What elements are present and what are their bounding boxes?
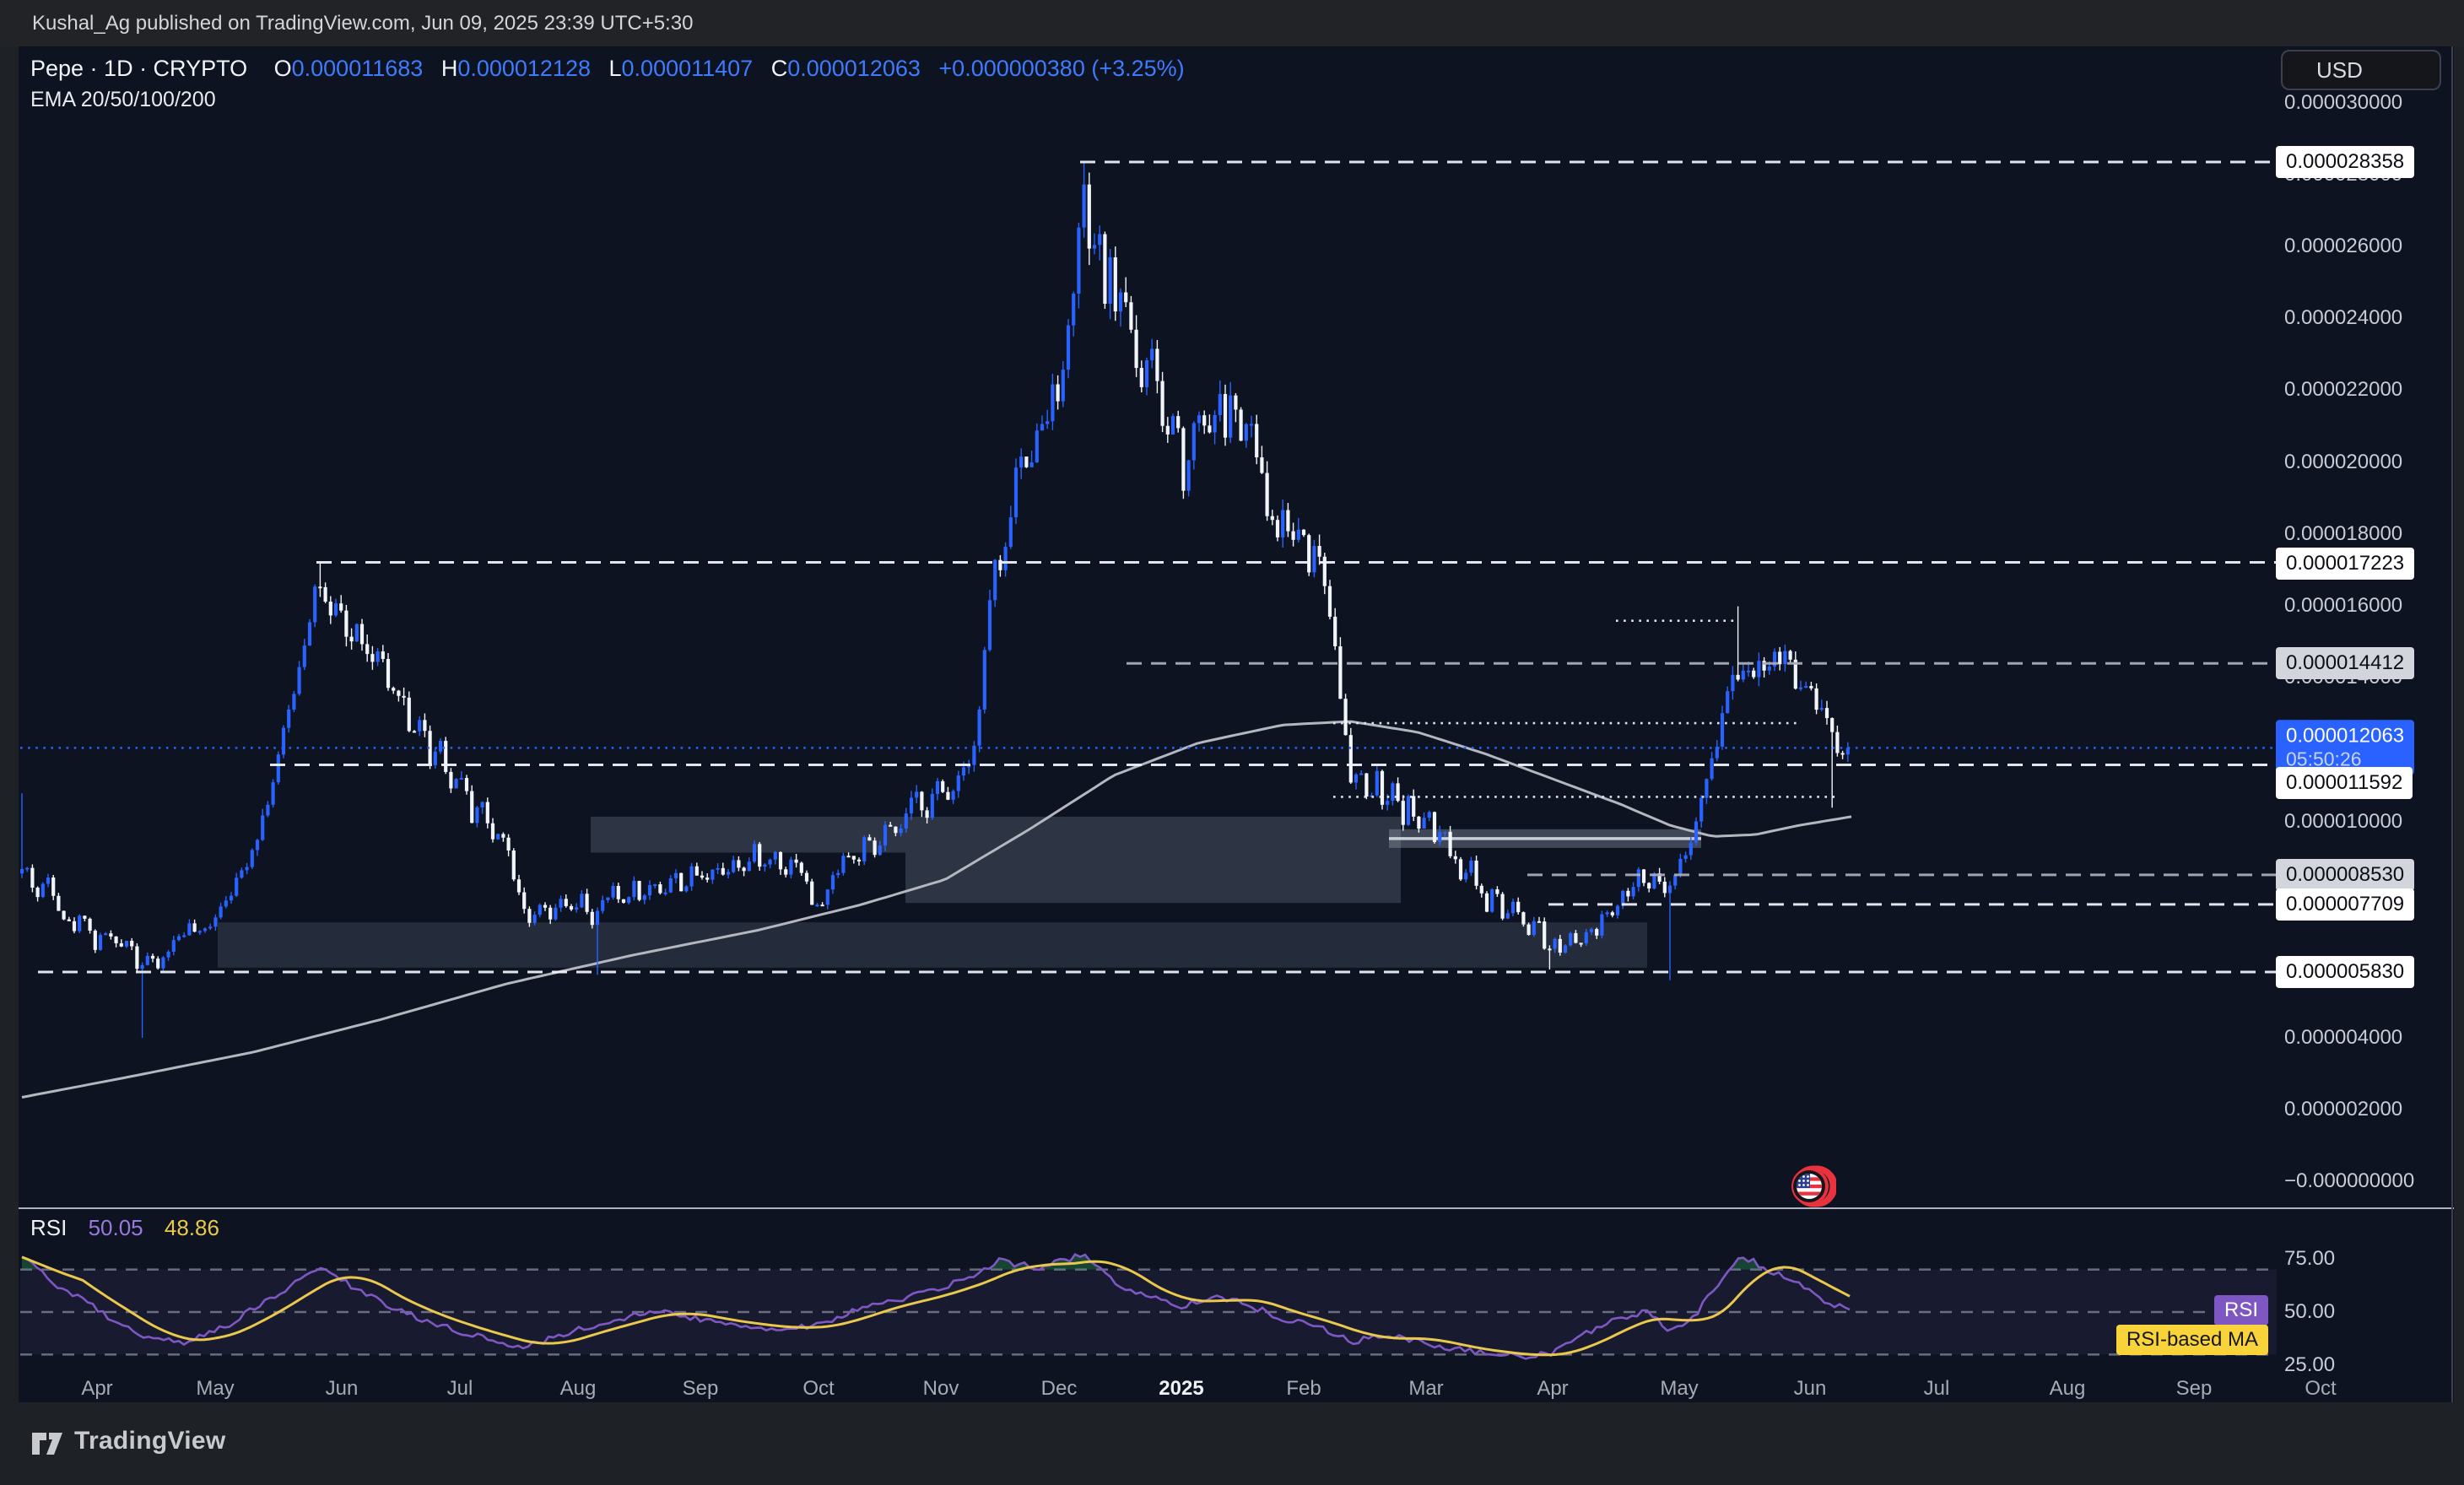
price-tick: 0.000020000 — [2284, 451, 2403, 473]
time-axis-label: Aug — [559, 1377, 597, 1400]
high-value: 0.000012128 — [457, 56, 591, 81]
tradingview-wordmark: TradingView — [74, 1427, 226, 1455]
close-value: 0.000012063 — [787, 56, 921, 81]
close-label: C — [770, 56, 788, 81]
price-tick: 0.000018000 — [2284, 522, 2403, 545]
high-label: H — [440, 56, 458, 81]
time-axis-label: Oct — [802, 1377, 835, 1400]
time-axis-label: Dec — [1040, 1377, 1078, 1400]
time-axis-label: 2025 — [1159, 1377, 1204, 1400]
low-label: L — [608, 56, 622, 81]
price-tick: −0.000000000 — [2284, 1169, 2415, 1192]
time-axis-label: Jul — [1923, 1377, 1950, 1400]
time-axis-label: Aug — [2049, 1377, 2086, 1400]
price-tick: 0.000022000 — [2284, 378, 2403, 401]
price-tick: 0.000016000 — [2284, 594, 2403, 617]
countdown-timer: 05:50:26 — [2286, 748, 2362, 770]
ema-indicator-label[interactable]: EMA 20/50/100/200 — [30, 88, 216, 111]
price-tick: 0.000010000 — [2284, 810, 2403, 833]
time-axis-label: Apr — [1537, 1377, 1569, 1400]
attribution-bar: Kushal_Ag published on TradingView.com, … — [0, 0, 2464, 46]
rsi-ma-value: 48.86 — [164, 1215, 219, 1240]
price-tick: 0.000024000 — [2284, 306, 2403, 329]
price-level-label: 0.000008530 — [2276, 859, 2415, 891]
time-axis-label: Mar — [1408, 1377, 1444, 1400]
time-axis-label: Jun — [325, 1377, 359, 1400]
attribution-text: Kushal_Ag published on TradingView.com, … — [32, 11, 694, 35]
rsi-tick: 25.00 — [2284, 1353, 2336, 1376]
rsi-value: 50.05 — [88, 1215, 143, 1240]
time-axis-label: Sep — [682, 1377, 719, 1400]
price-tick: 0.000026000 — [2284, 235, 2403, 257]
price-level-label: 0.000012063 05:50:26 — [2276, 720, 2415, 775]
time-axis-label: May — [1660, 1377, 1699, 1400]
tradingview-logo-icon — [32, 1433, 62, 1455]
time-axis-label: Nov — [922, 1377, 959, 1400]
time-axis-label: Feb — [1286, 1377, 1321, 1400]
price-level-label: 0.000005830 — [2276, 956, 2415, 988]
usd-flag-coin-icon — [1791, 1165, 1836, 1207]
price-tick: 0.000002000 — [2284, 1098, 2403, 1120]
rsi-tick: 75.00 — [2284, 1247, 2336, 1270]
rsi-badge-purple: RSI — [2213, 1295, 2268, 1326]
low-value: 0.000011407 — [621, 56, 754, 81]
symbol-title[interactable]: Pepe · 1D · CRYPTO — [30, 56, 248, 81]
price-level-label: 0.000014412 — [2276, 647, 2415, 679]
rsi-legend: RSI 50.05 48.86 — [30, 1215, 219, 1241]
price-tick: 0.000004000 — [2284, 1026, 2403, 1049]
rsi-label[interactable]: RSI — [30, 1215, 68, 1240]
open-value: 0.000011683 — [291, 56, 424, 81]
open-label: O — [273, 56, 292, 81]
price-level-label: 0.000028358 — [2276, 146, 2415, 178]
price-tick: 0.000030000 — [2284, 91, 2403, 114]
currency-toggle-button[interactable]: USD — [2281, 50, 2441, 90]
price-level-label: 0.000007709 — [2276, 888, 2415, 921]
time-axis-label: Sep — [2175, 1377, 2213, 1400]
time-axis-label: Oct — [2305, 1377, 2337, 1400]
change-value: +0.000000380 (+3.25%) — [938, 56, 1185, 81]
tradingview-attribution[interactable]: TradingView — [30, 1426, 225, 1456]
rsi-tick: 50.00 — [2284, 1300, 2336, 1323]
currency-label: USD — [2316, 57, 2363, 83]
time-axis-label: May — [196, 1377, 235, 1400]
price-level-label: 0.000017223 — [2276, 548, 2415, 580]
time-axis-label: Apr — [81, 1377, 113, 1400]
time-axis-label: Jun — [1793, 1377, 1827, 1400]
price-level-label: 0.000011592 — [2276, 767, 2413, 799]
symbol-legend: Pepe · 1D · CRYPTO O0.000011683 H0.00001… — [30, 56, 1185, 82]
rsi-badge-yellow: RSI-based MA — [2115, 1325, 2268, 1355]
time-axis-label: Jul — [446, 1377, 473, 1400]
